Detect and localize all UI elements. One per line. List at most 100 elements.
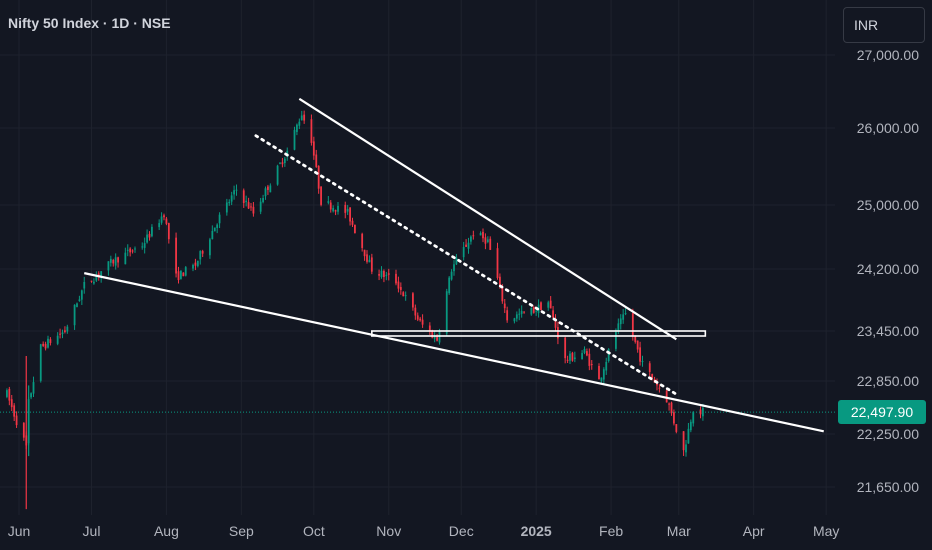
candle-body bbox=[182, 272, 185, 277]
candle-body bbox=[175, 237, 177, 274]
candle-body bbox=[368, 259, 371, 263]
candle-body bbox=[462, 246, 465, 258]
candle-body bbox=[675, 424, 678, 432]
candle-body bbox=[506, 310, 509, 321]
price-axis[interactable]: 27,000.00 26,000.00 25,000.00 24,200.00 23,4… bbox=[857, 47, 919, 495]
candle-body bbox=[269, 185, 272, 193]
candle-body bbox=[303, 114, 306, 121]
candle-body bbox=[455, 257, 458, 265]
candle-body bbox=[47, 338, 49, 348]
time-axis[interactable]: Jun Jul Aug Sep Oct Nov Dec 2025 Feb Mar Apr May bbox=[8, 523, 840, 539]
candle-body bbox=[503, 303, 506, 309]
candle-body bbox=[590, 364, 593, 366]
candle-body bbox=[436, 336, 438, 341]
candle-body bbox=[622, 314, 625, 320]
price-tick-label: 22,850.00 bbox=[857, 373, 919, 389]
candle-body bbox=[453, 264, 455, 272]
candle-body bbox=[535, 310, 538, 312]
candle-body bbox=[6, 390, 8, 397]
time-tick-label: Aug bbox=[154, 523, 179, 539]
candle-body bbox=[641, 361, 644, 363]
candle-body bbox=[479, 233, 482, 236]
candle-body bbox=[467, 242, 470, 249]
candle-body bbox=[656, 383, 658, 386]
candle-body bbox=[380, 270, 383, 277]
candle-body bbox=[247, 202, 250, 209]
currency-button[interactable]: INR bbox=[843, 7, 925, 43]
candle-body bbox=[586, 351, 588, 356]
candle-body bbox=[30, 393, 32, 398]
candle-body bbox=[665, 390, 668, 403]
candle-body bbox=[296, 124, 298, 132]
candle-body bbox=[230, 195, 233, 202]
candle-body bbox=[124, 252, 127, 265]
candle-body bbox=[658, 387, 661, 389]
candle-body bbox=[518, 313, 521, 315]
candle-body bbox=[404, 295, 407, 297]
candle-body bbox=[489, 238, 492, 250]
candle-body bbox=[327, 201, 330, 203]
chart-title: Nifty 50 Index · 1D · NSE bbox=[8, 15, 171, 31]
candle-body bbox=[496, 248, 499, 278]
candle-body bbox=[520, 311, 523, 314]
candle-body bbox=[262, 198, 264, 203]
candle-body bbox=[571, 352, 574, 361]
candle-body bbox=[283, 158, 286, 164]
candle-body bbox=[431, 330, 434, 338]
candle-body bbox=[42, 343, 45, 346]
candle-body bbox=[501, 286, 504, 302]
candle-body bbox=[523, 311, 525, 313]
candle-body bbox=[300, 115, 303, 121]
price-tick-label: 27,000.00 bbox=[857, 47, 919, 63]
candle-body bbox=[673, 412, 675, 424]
candle-body bbox=[682, 431, 685, 451]
candle-body bbox=[600, 377, 603, 382]
trendline-drawings[interactable] bbox=[84, 97, 824, 433]
price-tick-label: 23,450.00 bbox=[857, 323, 919, 339]
candle-body bbox=[573, 357, 576, 359]
candle-body bbox=[66, 326, 69, 332]
candle-body bbox=[648, 363, 651, 373]
candle-body bbox=[448, 277, 451, 294]
candle-body bbox=[95, 275, 98, 281]
candle-body bbox=[588, 353, 591, 366]
time-tick-label: Apr bbox=[743, 523, 765, 539]
candle-body bbox=[76, 303, 78, 307]
candle-body bbox=[315, 154, 318, 167]
price-tick-label: 25,000.00 bbox=[857, 197, 919, 213]
candle-body bbox=[298, 121, 301, 126]
candle-body bbox=[8, 388, 11, 401]
candle-body bbox=[334, 210, 337, 212]
candle-body bbox=[370, 257, 373, 272]
price-tick-label: 26,000.00 bbox=[857, 120, 919, 136]
candle-body bbox=[465, 244, 467, 247]
candle-body bbox=[617, 323, 620, 332]
candle-body bbox=[141, 246, 144, 248]
candle-body bbox=[192, 264, 194, 269]
candle-body bbox=[267, 186, 269, 190]
candle-body bbox=[351, 220, 354, 225]
candle-body bbox=[554, 318, 557, 328]
trendline bbox=[84, 272, 824, 433]
candle-body bbox=[148, 233, 151, 238]
candle-body bbox=[602, 369, 605, 380]
trendline bbox=[298, 97, 677, 341]
candle-body bbox=[163, 215, 165, 218]
candle-body bbox=[354, 224, 356, 234]
candle-body bbox=[549, 300, 552, 309]
candle-body bbox=[109, 258, 112, 263]
dotted-trendline bbox=[254, 134, 678, 396]
candle-body bbox=[107, 261, 110, 271]
time-tick-label: Nov bbox=[376, 523, 401, 539]
candle-body bbox=[259, 201, 262, 212]
candle-body bbox=[346, 208, 349, 212]
candle-body bbox=[73, 304, 76, 326]
candle-body bbox=[209, 239, 211, 256]
candle-body bbox=[428, 325, 431, 332]
candle-body bbox=[59, 333, 61, 335]
last-price-label: 22,497.90 bbox=[838, 400, 926, 424]
candle-body bbox=[540, 302, 542, 311]
candle-body bbox=[225, 202, 228, 213]
candle-body bbox=[450, 271, 453, 280]
